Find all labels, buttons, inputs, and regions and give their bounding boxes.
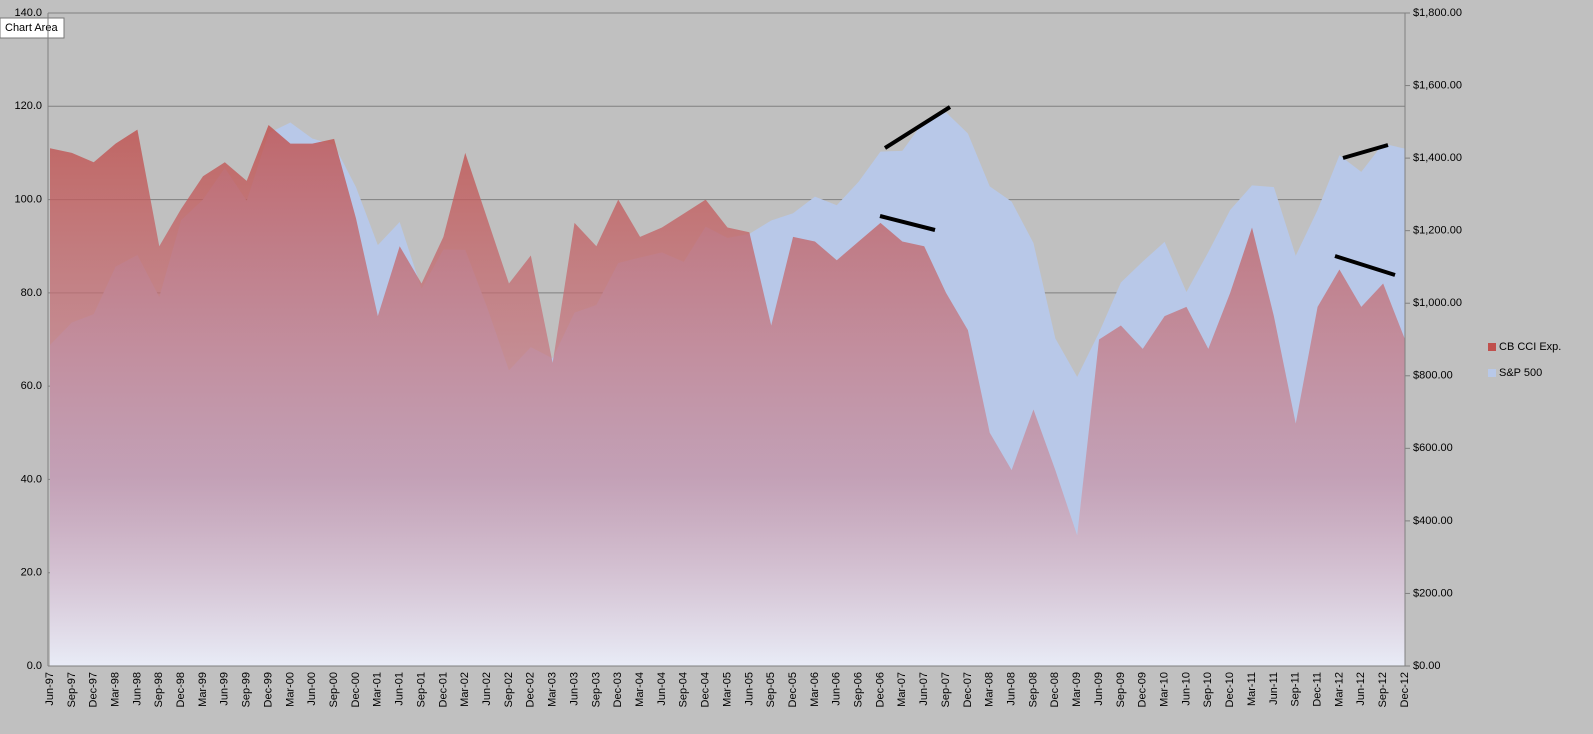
x-tick-label: Jun-12 <box>1355 672 1367 706</box>
annotation-line <box>883 105 952 150</box>
x-tick-label: Sep-00 <box>328 672 340 707</box>
x-tick-label: Jun-04 <box>656 672 668 706</box>
x-tick-label: Dec-01 <box>437 672 449 707</box>
x-tick-label: Jun-02 <box>481 672 493 706</box>
x-tick-label: Mar-02 <box>459 672 471 707</box>
x-tick-label: Mar-06 <box>809 672 821 707</box>
x-tick-label: Jun-11 <box>1268 672 1280 705</box>
annotation-line <box>879 214 936 232</box>
x-tick-label: Jun-01 <box>394 672 406 706</box>
x-tick-label: Dec-05 <box>787 672 799 707</box>
legend-swatch <box>1488 369 1496 377</box>
x-tick-label: Jun-99 <box>219 672 231 706</box>
x-tick-label: Sep-98 <box>153 672 165 707</box>
x-tick-label: Sep-01 <box>415 672 427 707</box>
x-tick-label: Dec-03 <box>612 672 624 707</box>
x-tick-label: Jun-09 <box>1093 672 1105 706</box>
x-tick-label: Sep-05 <box>765 672 777 707</box>
y2-tick-label: $1,800.00 <box>1413 7 1462 19</box>
x-tick-label: Mar-03 <box>547 672 559 707</box>
x-tick-label: Jun-07 <box>918 672 930 706</box>
x-tick-label: Mar-11 <box>1246 672 1258 706</box>
x-tick-label: Jun-00 <box>306 672 318 706</box>
x-tick-label: Sep-09 <box>1115 672 1127 707</box>
x-tick-label: Sep-97 <box>66 672 78 707</box>
x-tick-label: Mar-04 <box>634 672 646 707</box>
x-tick-label: Jun-08 <box>1006 672 1018 706</box>
legend-label: S&P 500 <box>1499 367 1542 379</box>
x-tick-label: Mar-00 <box>284 672 296 707</box>
y-tick-label: 40.0 <box>21 473 42 485</box>
y2-tick-label: $400.00 <box>1413 515 1453 527</box>
x-tick-label: Dec-04 <box>700 672 712 707</box>
x-tick-label: Sep-04 <box>678 672 690 707</box>
y-tick-label: 100.0 <box>14 193 42 205</box>
x-tick-label: Mar-08 <box>984 672 996 707</box>
x-tick-label: Jun-06 <box>831 672 843 706</box>
y-tick-label: 80.0 <box>21 287 42 299</box>
annotation-line <box>1334 254 1396 277</box>
plot-area <box>48 12 1405 667</box>
x-tick-label: Mar-07 <box>896 672 908 707</box>
x-tick-label: Dec-06 <box>874 672 886 707</box>
x-tick-label: Jun-97 <box>44 672 56 706</box>
x-tick-label: Mar-98 <box>109 672 121 707</box>
x-tick-label: Dec-11 <box>1311 672 1323 707</box>
x-tick-label: Jun-98 <box>131 672 143 706</box>
x-tick-label: Dec-10 <box>1224 672 1236 707</box>
x-tick-label: Dec-98 <box>175 672 187 707</box>
y2-tick-label: $200.00 <box>1413 587 1453 599</box>
x-tick-label: Sep-12 <box>1377 672 1389 707</box>
y2-tick-label: $1,200.00 <box>1413 225 1462 237</box>
x-tick-label: Dec-00 <box>350 672 362 707</box>
area <box>50 124 1405 666</box>
annotation-line <box>1342 143 1389 160</box>
y2-tick-label: $800.00 <box>1413 370 1453 382</box>
x-tick-label: Mar-12 <box>1333 672 1345 707</box>
x-tick-label: Dec-99 <box>262 672 274 707</box>
y2-tick-label: $0.00 <box>1413 660 1441 672</box>
x-tick-label: Sep-10 <box>1202 672 1214 707</box>
x-tick-label: Mar-01 <box>372 672 384 707</box>
x-tick-label: Mar-10 <box>1159 672 1171 707</box>
x-tick-label: Jun-05 <box>743 672 755 706</box>
x-tick-label: Sep-02 <box>503 672 515 707</box>
x-tick-label: Dec-08 <box>1049 672 1061 707</box>
x-tick-label: Sep-11 <box>1290 672 1302 707</box>
y-tick-label: 20.0 <box>21 567 42 579</box>
y2-tick-label: $1,400.00 <box>1413 152 1462 164</box>
y-tick-label: 120.0 <box>14 100 42 112</box>
legend-swatch <box>1488 343 1496 351</box>
x-tick-label: Jun-10 <box>1180 672 1192 706</box>
x-tick-label: Dec-09 <box>1137 672 1149 707</box>
x-tick-label: Dec-07 <box>962 672 974 707</box>
x-tick-label: Dec-97 <box>88 672 100 707</box>
x-tick-label: Sep-06 <box>853 672 865 707</box>
y2-tick-label: $1,000.00 <box>1413 297 1462 309</box>
x-tick-label: Sep-07 <box>940 672 952 707</box>
y-tick-label: 140.0 <box>14 7 42 19</box>
x-tick-label: Mar-99 <box>197 672 209 707</box>
x-tick-label: Sep-99 <box>241 672 253 707</box>
legend-label: CB CCI Exp. <box>1499 341 1561 353</box>
x-tick-label: Mar-09 <box>1071 672 1083 707</box>
x-tick-label: Dec-12 <box>1399 672 1411 707</box>
y2-tick-label: $1,600.00 <box>1413 79 1462 91</box>
x-tick-label: Sep-03 <box>590 672 602 707</box>
y2-tick-label: $600.00 <box>1413 442 1453 454</box>
tooltip: Chart Area <box>5 22 58 34</box>
y-tick-label: 60.0 <box>21 380 42 392</box>
x-tick-label: Dec-02 <box>525 672 537 707</box>
x-tick-label: Sep-08 <box>1027 672 1039 707</box>
y-tick-label: 0.0 <box>27 660 42 672</box>
x-tick-label: Mar-05 <box>721 672 733 707</box>
x-tick-label: Jun-03 <box>568 672 580 706</box>
